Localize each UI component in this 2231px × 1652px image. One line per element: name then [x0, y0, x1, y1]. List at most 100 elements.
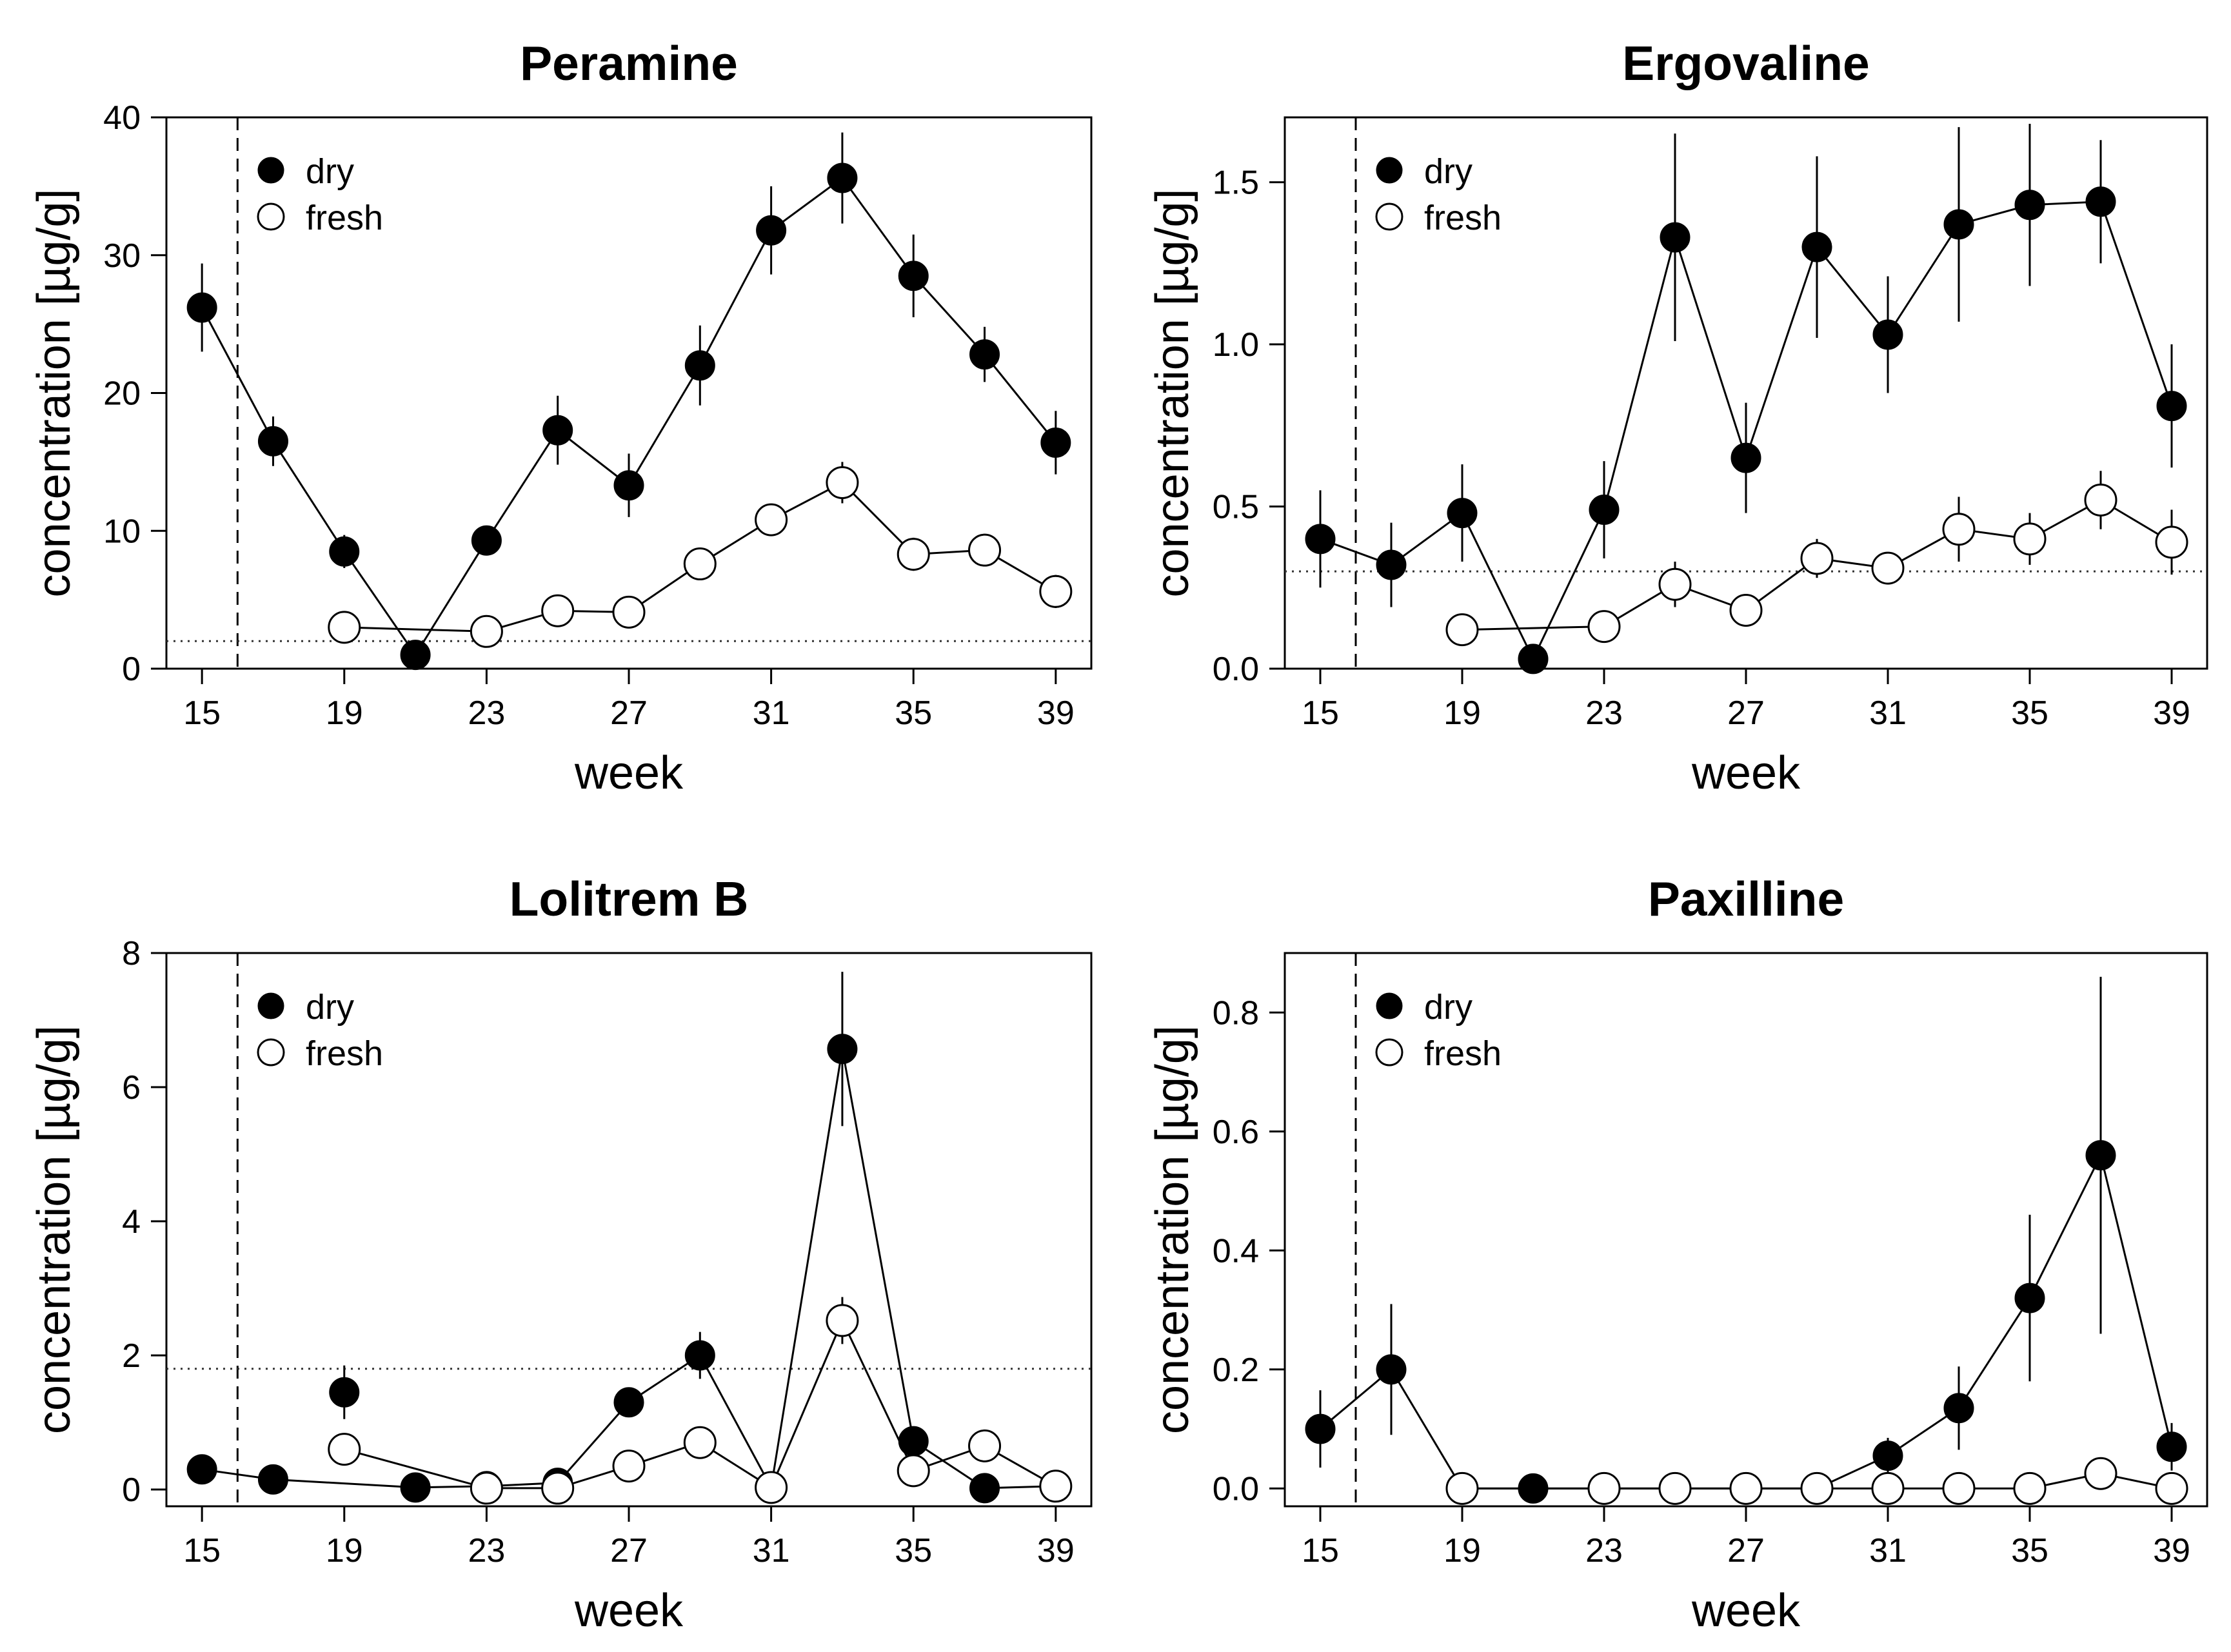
series-fresh [1445, 1457, 2188, 1505]
data-point-dry [2156, 391, 2187, 422]
chart-title: Ergovaline [1622, 36, 1869, 90]
plot-frame [1284, 116, 2208, 670]
y-tick-label: 8 [122, 935, 141, 972]
series-fresh [328, 462, 1073, 648]
data-point-dry [756, 215, 787, 246]
data-point-dry [613, 1387, 644, 1418]
y-tick-label: 0 [122, 1471, 141, 1509]
data-point-fresh [2084, 1457, 2117, 1490]
data-point-fresh [2013, 1471, 2047, 1505]
legend-label-dry: dry [1424, 988, 1472, 1027]
y-tick-label: 40 [103, 99, 141, 137]
data-point-fresh [328, 1433, 361, 1466]
x-tick-label: 15 [1302, 694, 1339, 732]
data-point-fresh [1729, 1471, 1763, 1505]
y-tick-label: 30 [103, 237, 141, 275]
data-point-dry [1801, 231, 1832, 262]
data-point-fresh [1445, 1471, 1479, 1505]
legend-label-fresh: fresh [306, 1034, 383, 1073]
data-point-fresh [683, 1426, 717, 1459]
y-tick-label: 4 [122, 1203, 141, 1241]
x-tick-label: 23 [468, 694, 505, 732]
x-tick-label: 35 [2011, 1532, 2048, 1569]
data-point-dry [1872, 319, 1903, 350]
series-dry [1305, 124, 2187, 674]
data-point-fresh [470, 615, 503, 648]
x-tick-label: 27 [1727, 694, 1765, 732]
legend-marker-dry [1376, 992, 1403, 1019]
x-tick-label: 27 [1727, 1532, 1765, 1569]
data-point-dry [186, 292, 217, 323]
y-tick-label: 0.8 [1213, 994, 1259, 1032]
data-point-fresh [1871, 1471, 1905, 1505]
data-point-dry [1660, 222, 1691, 253]
y-tick-label: 0.4 [1213, 1232, 1259, 1270]
x-tick-label: 23 [468, 1532, 505, 1569]
y-tick-label: 10 [103, 513, 141, 550]
x-tick-label: 19 [1443, 694, 1481, 732]
data-point-fresh [1729, 593, 1763, 627]
data-point-dry [2085, 1140, 2116, 1171]
data-point-dry [684, 1340, 715, 1371]
data-point-dry [257, 426, 288, 457]
x-tick-label: 39 [1037, 694, 1075, 732]
data-point-fresh [683, 547, 717, 581]
data-point-dry [684, 350, 715, 381]
x-tick-label: 31 [1869, 1532, 1907, 1569]
data-point-dry [257, 1464, 288, 1495]
data-point-dry [2156, 1431, 2187, 1462]
data-point-dry [1589, 495, 1620, 526]
data-point-dry [329, 536, 360, 567]
data-point-dry [827, 162, 858, 193]
y-tick-label: 0.5 [1213, 489, 1259, 526]
data-point-fresh [2155, 526, 2188, 559]
x-axis-label: week [1691, 1585, 1801, 1637]
chart-panel-lolitrem-b: Lolitrem B 15 19 23 27 31 35 39 0 2 4 6 8 week concent… [28, 872, 1093, 1637]
data-point-dry [1943, 1393, 1974, 1424]
data-point-fresh [541, 594, 575, 627]
data-point-dry [2085, 186, 2116, 217]
series-line-dry [201, 176, 1057, 657]
chart-title: Paxilline [1648, 872, 1844, 926]
x-axis-label: week [574, 747, 684, 799]
legend-label-dry: dry [1424, 152, 1472, 191]
legend-marker-dry [1376, 157, 1403, 184]
legend-marker-fresh [1375, 202, 1403, 231]
x-tick-label: 19 [1443, 1532, 1481, 1569]
chart-panel-ergovaline: Ergovaline 15 19 23 27 31 35 39 0.0 0.5 1.0 1.5 week… [1147, 36, 2208, 799]
y-axis-label: concentration [µg/g] [28, 1025, 80, 1434]
data-point-fresh [1658, 567, 1692, 601]
y-axis-label: concentration [µg/g] [1147, 1025, 1198, 1434]
legend-marker-fresh [257, 1038, 285, 1067]
data-point-fresh [755, 1471, 788, 1504]
y-tick-label: 0.0 [1213, 1470, 1259, 1508]
data-point-dry [1943, 209, 1974, 240]
data-point-dry [542, 415, 573, 446]
data-point-dry [1305, 1413, 1336, 1444]
legend-marker-fresh [1375, 1038, 1403, 1067]
data-point-dry [613, 470, 644, 501]
data-point-dry [898, 261, 929, 291]
data-point-dry [1305, 524, 1336, 555]
data-point-dry [1872, 1441, 1903, 1471]
x-tick-label: 19 [326, 1532, 363, 1569]
data-point-dry [186, 1454, 217, 1485]
x-tick-label: 35 [895, 1532, 932, 1569]
chart-panel-peramine: Peramine 15 19 23 27 31 35 39 0 10 20 30 40 week conce… [28, 36, 1093, 799]
chart-title: Lolitrem B [510, 872, 749, 926]
legend-label-fresh: fresh [1424, 199, 1502, 237]
data-point-fresh [1800, 542, 1834, 575]
legend-label-fresh: fresh [1424, 1034, 1502, 1073]
legend-marker-fresh [257, 202, 285, 231]
data-point-dry [400, 1472, 431, 1503]
series-line-dry [1320, 1152, 2173, 1490]
x-tick-label: 27 [610, 694, 648, 732]
data-point-dry [471, 525, 502, 556]
y-tick-label: 6 [122, 1069, 141, 1106]
y-tick-label: 0.6 [1213, 1114, 1259, 1151]
data-point-fresh [2155, 1471, 2188, 1505]
data-point-fresh [1942, 513, 1976, 546]
series-line-dry [201, 1048, 1056, 1491]
data-point-dry [1376, 1354, 1407, 1385]
